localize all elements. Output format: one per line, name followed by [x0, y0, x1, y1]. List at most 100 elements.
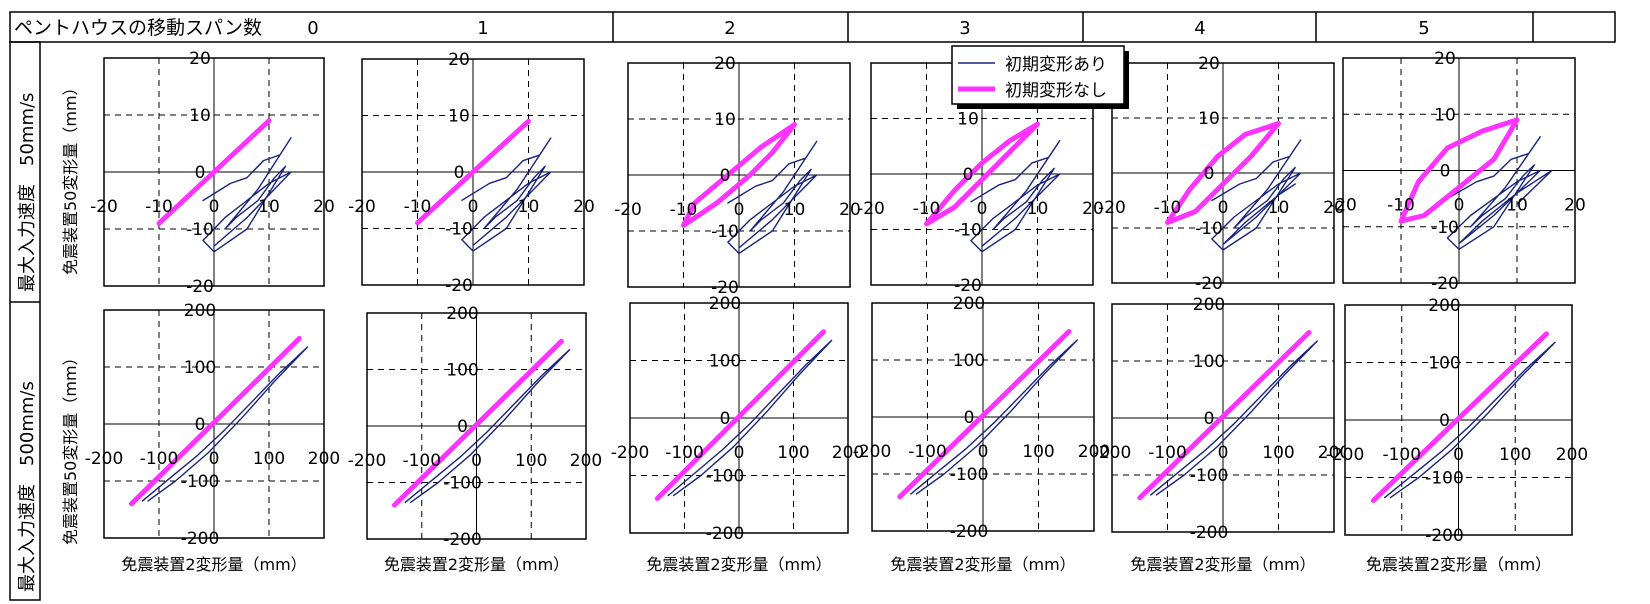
x-tick-label: 0 [1453, 445, 1464, 465]
x-tick-label: -10 [1387, 196, 1415, 216]
series-line-with-initial [404, 349, 571, 503]
y-tick-label: -10 [711, 222, 739, 242]
header-column-3: 3 [959, 18, 970, 39]
x-axis-label: 免震装置2変形量（mm） [1366, 555, 1551, 574]
x-tick-label: 0 [734, 200, 745, 220]
series-line-without-initial [1137, 330, 1312, 501]
y-tick-label: -100 [706, 467, 745, 487]
series-line-without-initial [1370, 331, 1549, 503]
y-tick-label: 200 [953, 294, 985, 314]
y-tick-label: -20 [1195, 274, 1223, 294]
x-axis-label: 免震装置2変形量（mm） [121, 555, 306, 574]
y-tick-label: 200 [709, 294, 741, 314]
y-tick-label: -10 [445, 220, 473, 240]
y-tick-label: -100 [443, 474, 482, 494]
x-tick-label: -100 [1382, 445, 1421, 465]
y-tick-label: 20 [1198, 54, 1220, 74]
y-tick-label: -200 [1425, 526, 1464, 546]
x-tick-label: -200 [85, 449, 124, 469]
y-tick-label: 10 [1198, 109, 1220, 129]
x-tick-label: 0 [209, 197, 220, 217]
x-tick-label: -20 [1098, 198, 1126, 218]
x-tick-label: -20 [1329, 196, 1357, 216]
y-tick-label: 100 [953, 351, 985, 371]
x-axis-label: 免震装置2変形量（mm） [1130, 555, 1315, 574]
x-tick-label: 100 [515, 451, 547, 471]
y-tick-label: -200 [1190, 523, 1229, 543]
series-line-without-initial [1398, 117, 1520, 224]
chart-panel: -200 -100 0 100 200 -200 -100 0 100 200 [611, 294, 865, 544]
y-tick-label: 100 [1193, 352, 1225, 372]
x-tick-label: 200 [308, 449, 340, 469]
header-border [9, 11, 1616, 43]
x-tick-label: 200 [1556, 445, 1588, 465]
x-tick-label: -200 [348, 451, 387, 471]
y-tick-label: -20 [954, 276, 982, 296]
series-line-with-initial [1383, 341, 1556, 499]
y-tick-label: 100 [1428, 354, 1460, 374]
chart-panel: -200 -100 0 100 200 -200 -100 0 100 200 [1093, 295, 1351, 543]
x-tick-label: -10 [913, 199, 941, 219]
series-line-with-initial [141, 346, 309, 502]
x-tick-label: 0 [468, 197, 479, 217]
x-tick-label: -100 [665, 443, 704, 463]
y-tick-label: 0 [963, 165, 974, 185]
x-tick-label: 10 [1268, 198, 1290, 218]
y-tick-label: 0 [454, 163, 465, 183]
y-tick-label: 200 [446, 304, 478, 324]
header-column-5: 5 [1418, 18, 1429, 39]
series-line-with-initial [202, 137, 292, 253]
y-tick-label: 0 [1204, 164, 1215, 184]
x-tick-label: 0 [1218, 443, 1229, 463]
row-label-border [9, 41, 41, 601]
series-line-with-initial [970, 139, 1061, 253]
y-tick-label: -10 [1431, 218, 1459, 238]
x-tick-label: 100 [1022, 442, 1054, 462]
series-line-with-initial [1446, 136, 1553, 251]
x-tick-label: 0 [471, 451, 482, 471]
row-label-bottom: 最大入力速度 500mm/s [17, 381, 38, 592]
y-tick-label: 0 [1204, 409, 1215, 429]
x-tick-label: 10 [258, 197, 280, 217]
y-tick-label: -10 [954, 221, 982, 241]
x-tick-label: -10 [1154, 198, 1182, 218]
x-tick-label: 20 [1323, 198, 1345, 218]
y-tick-label: -100 [1190, 466, 1229, 486]
x-tick-label: 0 [209, 449, 220, 469]
chart-panel: -20 -10 0 10 20 -20 -10 0 10 20 [348, 50, 595, 296]
y-tick-label: 100 [709, 352, 741, 372]
y-tick-label: 0 [1440, 162, 1451, 182]
series-line-with-initial [910, 339, 1079, 495]
x-tick-label: 100 [1499, 445, 1531, 465]
series-line-without-initial [156, 118, 272, 226]
x-tick-label: 10 [518, 197, 540, 217]
chart-panel: -200 -100 0 100 200 -200 -100 0 100 200 [85, 301, 341, 549]
x-tick-label: 20 [573, 197, 595, 217]
y-tick-label: -100 [181, 472, 220, 492]
legend: 初期変形あり 初期変形なし [951, 45, 1129, 109]
y-tick-label: 10 [189, 106, 211, 126]
series-line-without-initial [1165, 121, 1281, 225]
y-tick-label: 100 [184, 358, 216, 378]
y-tick-label: 0 [720, 409, 731, 429]
x-tick-label: 0 [977, 199, 988, 219]
x-tick-label: -100 [140, 449, 179, 469]
row-label-box: 最大入力速度 50mm/s 最大入力速度 500mm/s [9, 41, 41, 601]
header-column-4: 4 [1194, 18, 1205, 39]
header-table: ペントハウスの移動スパン数 0 1 2 3 4 5 [9, 11, 1616, 43]
x-tick-label: 0 [734, 443, 745, 463]
y-tick-label: 10 [714, 110, 736, 130]
y-tick-label: -20 [186, 277, 214, 297]
x-tick-label: -10 [145, 197, 173, 217]
x-tick-label: 10 [784, 200, 806, 220]
chart-panel: -200 -100 0 100 200 -200 -100 0 100 200 [853, 294, 1111, 542]
y-tick-label: 20 [189, 49, 211, 69]
x-tick-label: -20 [90, 197, 118, 217]
x-tick-label: 100 [777, 443, 809, 463]
y-tick-label: -100 [950, 465, 989, 485]
x-tick-label: 10 [1506, 196, 1528, 216]
x-tick-label: 200 [832, 443, 864, 463]
y-tick-label: 0 [1439, 411, 1450, 431]
header-column-1: 1 [477, 18, 488, 39]
x-tick-label: 200 [1318, 443, 1350, 463]
